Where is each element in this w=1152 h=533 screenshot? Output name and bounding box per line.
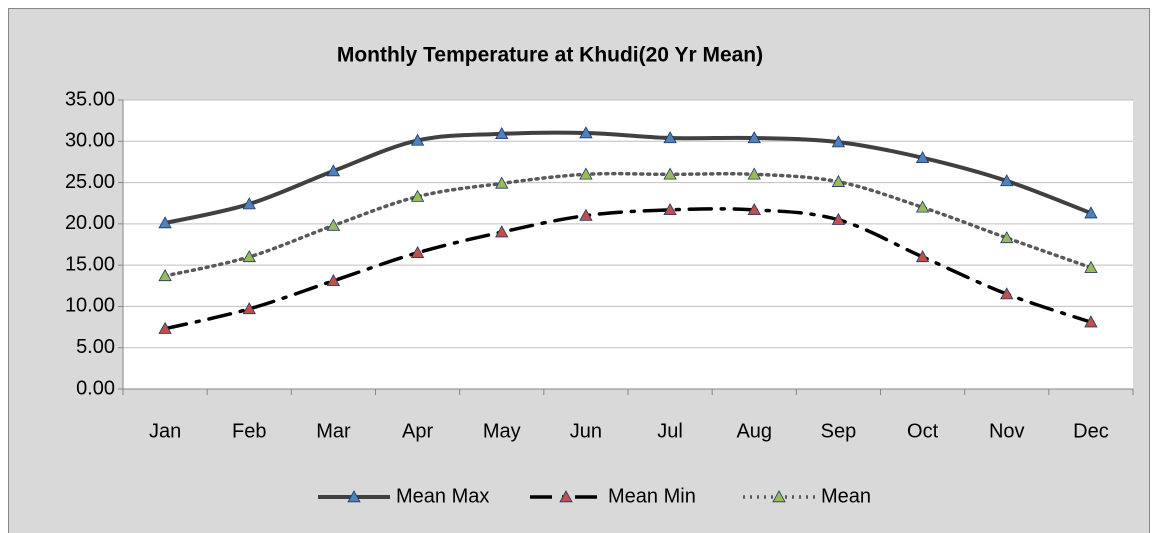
legend-label: Mean Max — [396, 485, 489, 507]
data-point — [242, 197, 256, 210]
x-tick-label: Dec — [1073, 420, 1109, 442]
data-point — [915, 250, 930, 263]
data-point — [1000, 287, 1014, 300]
x-tick-label: Apr — [402, 420, 433, 442]
data-point — [831, 212, 846, 225]
data-point — [747, 131, 761, 144]
data-point — [326, 274, 341, 287]
x-tick-label: Jan — [149, 420, 181, 442]
y-tick-label: 15.00 — [65, 253, 115, 275]
data-point — [579, 208, 593, 221]
x-tick-label: Jun — [570, 420, 602, 442]
y-tick-label: 0.00 — [76, 377, 115, 399]
y-tick-label: 10.00 — [65, 295, 115, 317]
x-tick-label: Aug — [736, 420, 772, 442]
data-point — [747, 167, 761, 180]
data-point — [915, 200, 930, 213]
data-point — [579, 126, 593, 139]
x-tick-label: Sep — [821, 420, 857, 442]
data-point — [831, 174, 846, 187]
data-point — [242, 250, 256, 263]
data-point — [495, 225, 509, 238]
data-point — [158, 269, 172, 282]
data-point — [495, 127, 509, 140]
legend-label: Mean Min — [608, 485, 696, 507]
x-tick-label: May — [483, 420, 521, 442]
legend-marker — [772, 490, 786, 503]
y-tick-label: 5.00 — [76, 336, 115, 358]
data-point — [579, 167, 593, 180]
y-tick-label: 35.00 — [65, 88, 115, 110]
plot-area — [123, 100, 1133, 389]
data-point — [242, 302, 256, 315]
data-point — [410, 133, 425, 146]
x-tick-label: Mar — [316, 420, 351, 442]
data-point — [1084, 260, 1098, 273]
y-tick-label: 30.00 — [65, 130, 115, 152]
data-point — [915, 150, 930, 164]
data-point — [158, 321, 172, 334]
legend-marker — [347, 490, 361, 503]
x-tick-label: Jul — [657, 420, 683, 442]
y-tick-label: 25.00 — [65, 171, 115, 193]
series-line — [163, 171, 1093, 278]
data-point — [158, 216, 172, 229]
data-point — [1000, 174, 1014, 187]
legend-marker — [559, 490, 573, 503]
data-point — [1000, 231, 1014, 244]
data-point — [831, 135, 846, 148]
data-point — [663, 202, 677, 216]
data-point — [326, 164, 341, 177]
data-point — [747, 202, 761, 216]
series-line — [163, 207, 1093, 331]
data-point — [326, 218, 341, 231]
x-tick-label: Nov — [989, 420, 1025, 442]
data-point — [663, 131, 677, 144]
data-point — [410, 245, 425, 258]
series-line — [163, 130, 1093, 226]
data-point — [495, 176, 509, 189]
y-tick-label: 20.00 — [65, 212, 115, 234]
x-tick-label: Feb — [232, 420, 266, 442]
data-point — [410, 189, 425, 202]
data-point — [1084, 206, 1098, 219]
data-point — [1084, 315, 1098, 328]
data-point — [663, 167, 677, 180]
legend-label: Mean — [821, 485, 871, 507]
x-tick-label: Oct — [907, 420, 939, 442]
chart-title: Monthly Temperature at Khudi(20 Yr Mean) — [337, 44, 763, 67]
